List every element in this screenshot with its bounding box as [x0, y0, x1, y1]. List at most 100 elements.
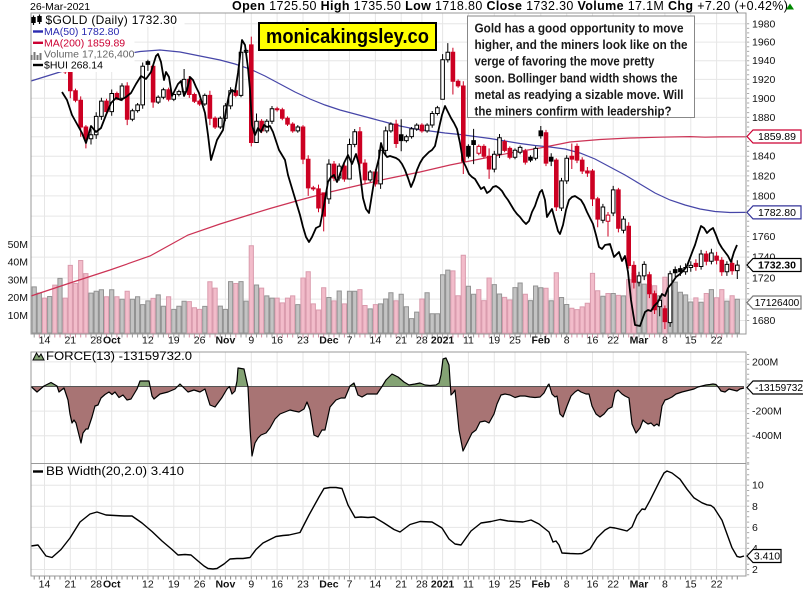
svg-text:9: 9	[248, 579, 254, 591]
svg-text:21: 21	[395, 579, 407, 591]
svg-text:28: 28	[416, 579, 428, 591]
svg-text:soon. Bollinger band width sho: soon. Bollinger band width shows the	[475, 70, 678, 85]
svg-text:14: 14	[370, 335, 382, 347]
svg-text:9: 9	[248, 335, 254, 347]
svg-text:7: 7	[347, 579, 353, 591]
svg-text:verge of favoring the move pre: verge of favoring the move pretty	[475, 54, 656, 69]
svg-text:26-Mar-2021: 26-Mar-2021	[30, 1, 90, 13]
svg-text:Feb: Feb	[531, 335, 550, 347]
svg-text:2: 2	[752, 564, 758, 576]
svg-text:Mar: Mar	[630, 579, 649, 591]
svg-text:1859.89: 1859.89	[758, 131, 796, 143]
svg-text:8: 8	[662, 579, 668, 591]
svg-text:22: 22	[711, 335, 723, 347]
svg-text:10: 10	[752, 480, 764, 492]
svg-text:7: 7	[347, 335, 353, 347]
svg-text:1940: 1940	[752, 55, 776, 67]
svg-text:22: 22	[711, 579, 723, 591]
svg-text:21: 21	[395, 335, 407, 347]
svg-text:14: 14	[39, 335, 51, 347]
svg-text:23: 23	[297, 335, 309, 347]
svg-text:1782.80: 1782.80	[758, 207, 796, 219]
svg-text:12: 12	[142, 335, 154, 347]
svg-text:$HUI 268.14: $HUI 268.14	[44, 60, 103, 72]
svg-text:1920: 1920	[752, 74, 776, 86]
svg-text:19: 19	[168, 579, 180, 591]
svg-text:25: 25	[509, 335, 521, 347]
svg-text:8: 8	[662, 335, 668, 347]
svg-text:26: 26	[194, 579, 206, 591]
svg-text:Feb: Feb	[531, 579, 550, 591]
svg-text:1840: 1840	[752, 151, 776, 163]
svg-text:3.410: 3.410	[754, 551, 780, 563]
svg-text:12: 12	[142, 579, 154, 591]
svg-text:19: 19	[488, 579, 500, 591]
svg-text:1720: 1720	[752, 273, 776, 285]
svg-text:$GOLD (Daily) 1732.30: $GOLD (Daily) 1732.30	[46, 13, 178, 27]
svg-text:monicakingsley.co: monicakingsley.co	[266, 26, 429, 48]
svg-text:1960: 1960	[752, 37, 776, 49]
svg-text:14: 14	[39, 579, 51, 591]
svg-text:16: 16	[587, 335, 599, 347]
svg-text:11: 11	[463, 579, 474, 591]
svg-text:28: 28	[90, 335, 102, 347]
svg-text:30M: 30M	[8, 274, 28, 286]
svg-text:Gold has a good opportunity to: Gold has a good opportunity to move	[475, 21, 684, 36]
svg-text:1880: 1880	[752, 112, 776, 124]
svg-text:BB Width(20,2.0) 3.410: BB Width(20,2.0) 3.410	[46, 466, 184, 478]
svg-text:25: 25	[509, 579, 521, 591]
svg-text:19: 19	[488, 335, 500, 347]
svg-text:21: 21	[64, 335, 76, 347]
svg-text:8: 8	[564, 335, 570, 347]
svg-text:50M: 50M	[8, 239, 28, 251]
svg-text:2021: 2021	[431, 335, 455, 347]
svg-text:the miners confirm with leade: the miners confirm with leadership?	[475, 104, 672, 119]
svg-text:15: 15	[685, 579, 697, 591]
svg-text:1732.30: 1732.30	[758, 260, 796, 272]
svg-text:11: 11	[463, 335, 474, 347]
svg-text:14: 14	[370, 579, 382, 591]
svg-text:MA(200) 1859.89: MA(200) 1859.89	[44, 37, 125, 49]
svg-text:23: 23	[297, 579, 309, 591]
svg-text:FORCE(13) -13159732.0: FORCE(13) -13159732.0	[46, 351, 192, 363]
svg-text:Oct: Oct	[103, 335, 121, 347]
svg-text:Nov: Nov	[215, 335, 235, 347]
svg-text:Dec: Dec	[319, 335, 338, 347]
svg-text:Mar: Mar	[630, 335, 649, 347]
svg-text:20M: 20M	[8, 292, 28, 304]
svg-text:metal as readying a sizable mo: metal as readying a sizable move. Will	[475, 87, 684, 102]
svg-text:higher, and the miners look li: higher, and the miners look like on the	[475, 37, 688, 52]
svg-text:15: 15	[685, 335, 697, 347]
svg-text:1900: 1900	[752, 93, 776, 105]
svg-text:21: 21	[64, 579, 76, 591]
svg-text:22: 22	[607, 335, 619, 347]
svg-text:Volume 17,126,400: Volume 17,126,400	[44, 49, 135, 61]
svg-text:Nov: Nov	[215, 579, 235, 591]
svg-text:26: 26	[194, 335, 206, 347]
svg-text:28: 28	[416, 335, 428, 347]
svg-text:10M: 10M	[8, 310, 28, 322]
svg-text:2021: 2021	[431, 579, 455, 591]
svg-text:1800: 1800	[752, 190, 776, 202]
svg-text:6: 6	[752, 522, 758, 534]
svg-text:-200M: -200M	[752, 406, 782, 418]
svg-text:200M: 200M	[752, 356, 778, 368]
svg-text:16: 16	[271, 335, 283, 347]
svg-text:22: 22	[607, 579, 619, 591]
svg-text:17126400: 17126400	[755, 298, 800, 309]
svg-text:1980: 1980	[752, 18, 776, 30]
svg-text:-13159732: -13159732	[755, 383, 803, 394]
svg-text:1820: 1820	[752, 170, 776, 182]
svg-text:40M: 40M	[8, 257, 28, 269]
svg-text:16: 16	[587, 579, 599, 591]
svg-text:16: 16	[271, 579, 283, 591]
svg-text:19: 19	[168, 335, 180, 347]
svg-text:1680: 1680	[752, 315, 776, 327]
svg-text:8: 8	[752, 501, 758, 513]
svg-text:Open 1725.50 High 1735.50 Low: Open 1725.50 High 1735.50 Low 1718.80 Cl…	[232, 0, 788, 13]
svg-text:28: 28	[90, 579, 102, 591]
svg-text:Oct: Oct	[103, 579, 121, 591]
svg-text:1760: 1760	[752, 231, 776, 243]
svg-text:-400M: -400M	[752, 430, 782, 442]
svg-text:MA(50) 1782.80: MA(50) 1782.80	[44, 26, 119, 38]
